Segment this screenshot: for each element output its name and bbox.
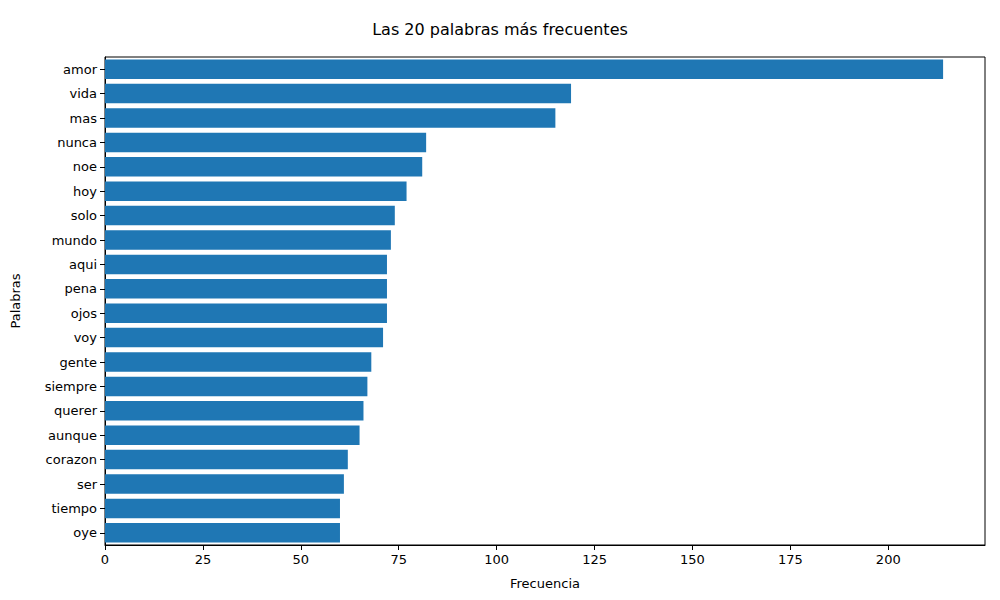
svg-text:100: 100 <box>484 552 509 567</box>
svg-text:ser: ser <box>77 477 98 492</box>
svg-text:50: 50 <box>293 552 310 567</box>
svg-text:oye: oye <box>73 525 97 540</box>
svg-text:gente: gente <box>59 355 97 370</box>
svg-text:amor: amor <box>63 62 98 77</box>
svg-text:aqui: aqui <box>69 257 97 272</box>
svg-text:Las 20 palabras más frecuentes: Las 20 palabras más frecuentes <box>372 20 628 39</box>
svg-text:mundo: mundo <box>52 233 97 248</box>
svg-text:150: 150 <box>680 552 705 567</box>
svg-text:tiempo: tiempo <box>51 501 97 516</box>
svg-text:hoy: hoy <box>73 184 97 199</box>
svg-text:0: 0 <box>101 552 109 567</box>
svg-text:aunque: aunque <box>48 428 97 443</box>
svg-text:mas: mas <box>70 111 98 126</box>
svg-text:voy: voy <box>74 330 98 345</box>
svg-text:200: 200 <box>876 552 901 567</box>
svg-text:ojos: ojos <box>71 306 98 321</box>
svg-text:Palabras: Palabras <box>8 273 23 328</box>
svg-text:175: 175 <box>778 552 803 567</box>
svg-text:solo: solo <box>71 208 97 223</box>
svg-text:corazon: corazon <box>46 452 97 467</box>
svg-text:nunca: nunca <box>57 135 97 150</box>
svg-text:noe: noe <box>73 159 97 174</box>
svg-text:pena: pena <box>65 281 97 296</box>
svg-text:vida: vida <box>69 86 97 101</box>
svg-text:125: 125 <box>582 552 607 567</box>
svg-text:75: 75 <box>390 552 407 567</box>
svg-text:Frecuencia: Frecuencia <box>510 576 580 591</box>
svg-text:25: 25 <box>195 552 212 567</box>
svg-text:querer: querer <box>54 403 98 418</box>
svg-text:siempre: siempre <box>45 379 97 394</box>
